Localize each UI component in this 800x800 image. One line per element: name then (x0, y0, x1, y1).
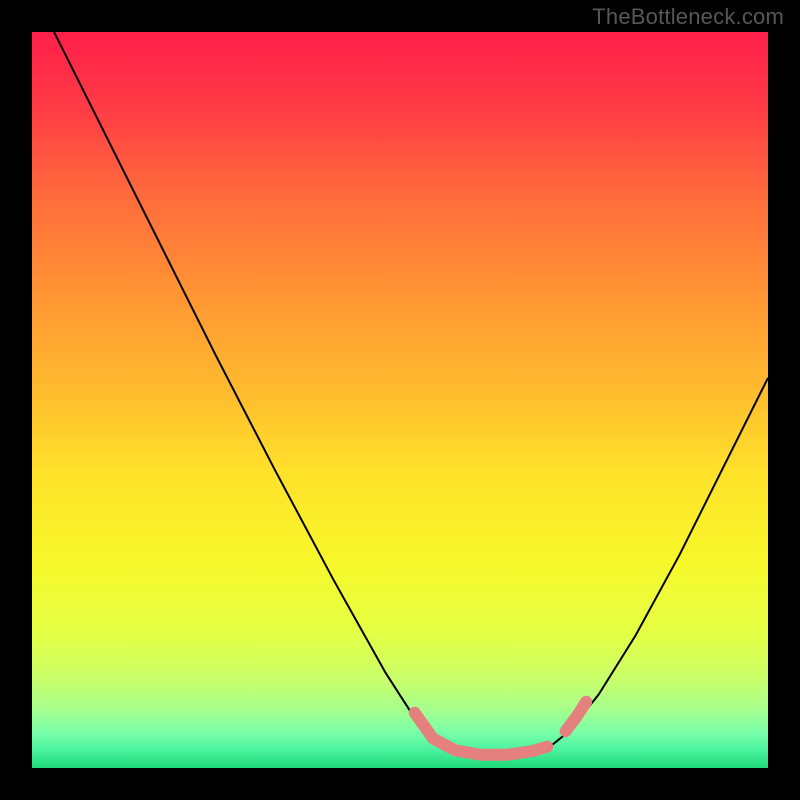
bottleneck-chart (0, 0, 800, 800)
chart-stage: TheBottleneck.com (0, 0, 800, 800)
plot-background (32, 32, 768, 768)
watermark-text: TheBottleneck.com (592, 4, 784, 30)
